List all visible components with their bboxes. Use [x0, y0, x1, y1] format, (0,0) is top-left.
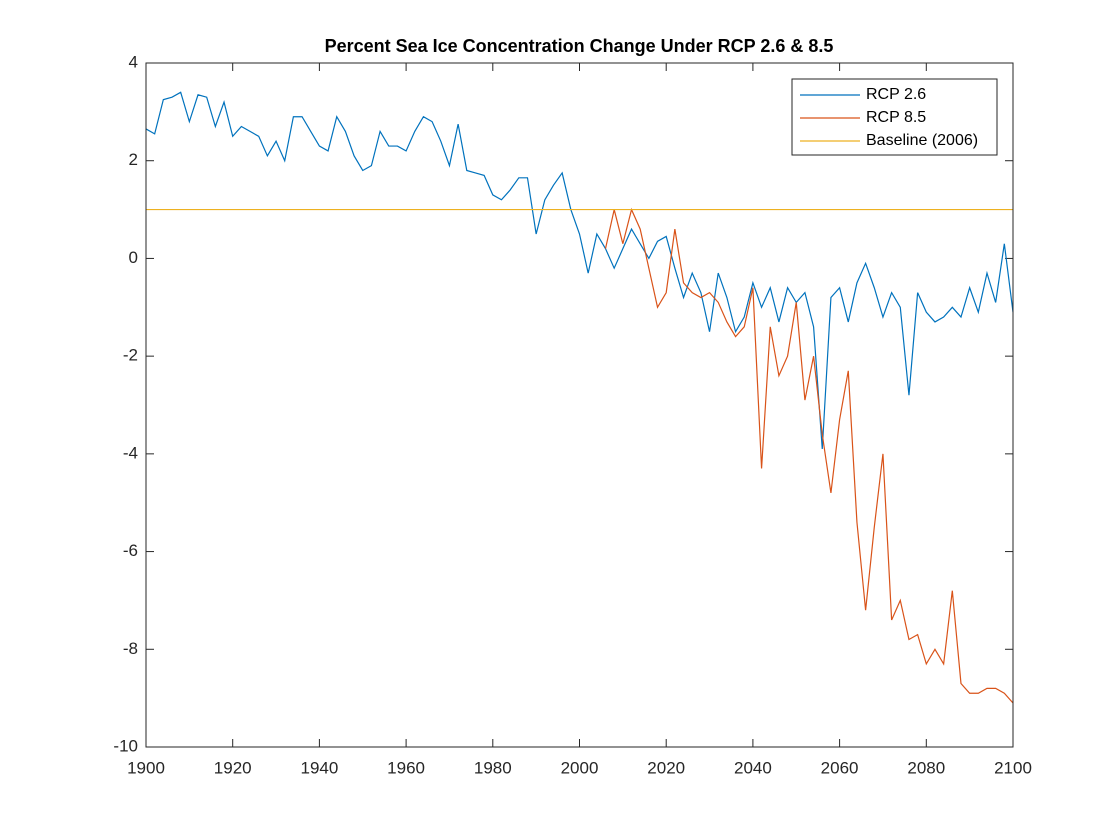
x-tick-label: 2060 — [821, 758, 859, 777]
axes-box — [145, 62, 1014, 748]
y-tick-label: 0 — [129, 248, 138, 267]
series-line — [604, 207, 1014, 704]
series-line — [145, 91, 1014, 450]
y-tick-label: -4 — [123, 443, 138, 462]
chart-title: Percent Sea Ice Concentration Change Und… — [325, 36, 834, 56]
legend-label: RCP 2.6 — [866, 86, 926, 103]
x-tick-label: 1980 — [474, 758, 512, 777]
y-tick-label: -6 — [123, 541, 138, 560]
x-tick-label: 2080 — [907, 758, 945, 777]
y-tick-label: 4 — [129, 52, 138, 71]
x-tick-label: 2000 — [561, 758, 599, 777]
legend-label: Baseline (2006) — [866, 132, 978, 149]
y-tick-label: -8 — [123, 639, 138, 658]
x-tick-label: 1900 — [127, 758, 165, 777]
y-tick-label: -10 — [113, 736, 138, 755]
legend-label: RCP 8.5 — [866, 109, 926, 126]
legend: RCP 2.6 RCP 8.5 Baseline (2006) — [791, 78, 998, 156]
legend-box — [791, 78, 998, 156]
y-tick-label: -2 — [123, 346, 138, 365]
x-tick-label: 1920 — [214, 758, 252, 777]
x-tick-label: 1960 — [387, 758, 425, 777]
x-tick-label: 1940 — [300, 758, 338, 777]
y-tick-label: 2 — [129, 150, 138, 169]
x-tick-label: 2020 — [647, 758, 685, 777]
x-tick-label: 2100 — [994, 758, 1032, 777]
x-tick-label: 2040 — [734, 758, 772, 777]
